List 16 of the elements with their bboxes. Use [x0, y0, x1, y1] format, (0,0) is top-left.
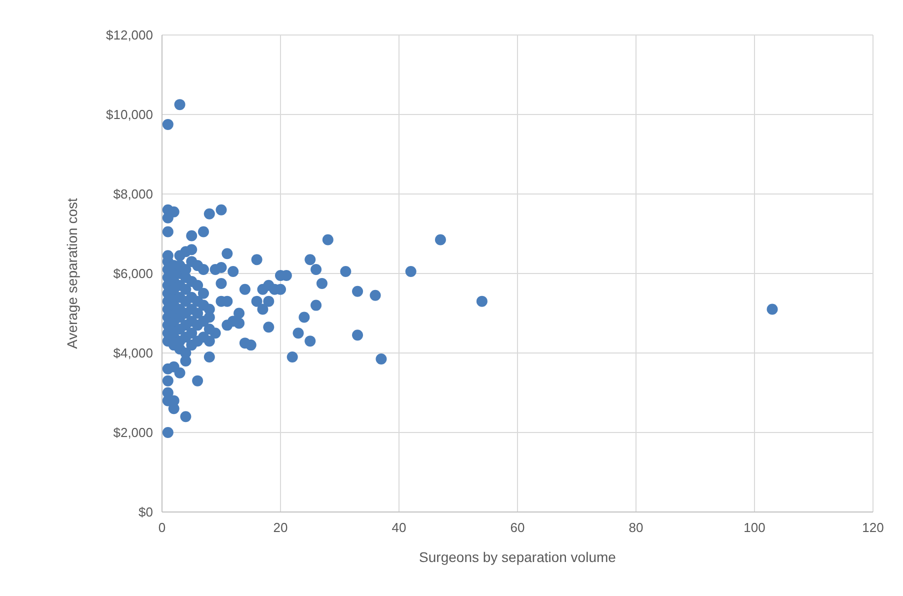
y-tick-label: $2,000: [113, 425, 153, 440]
x-tick-label: 100: [744, 520, 766, 535]
y-tick-label: $8,000: [113, 186, 153, 202]
x-tick-label: 60: [510, 520, 525, 535]
x-axis-title: Surgeons by separation volume: [419, 549, 616, 565]
x-tick-label: 20: [273, 520, 288, 535]
x-tick-label: 80: [628, 520, 644, 535]
y-tick-label: $12,000: [106, 28, 153, 42]
y-tick-label: $10,000: [106, 107, 153, 122]
x-tick-label: 0: [158, 520, 166, 535]
x-tick-label: 120: [862, 520, 884, 535]
y-tick-label: $0: [138, 504, 153, 520]
y-tick-label: $6,000: [113, 266, 153, 281]
x-tick-label: 40: [392, 520, 406, 535]
y-tick-label: $4,000: [113, 346, 153, 360]
y-axis-title: Average separation cost: [64, 198, 80, 349]
